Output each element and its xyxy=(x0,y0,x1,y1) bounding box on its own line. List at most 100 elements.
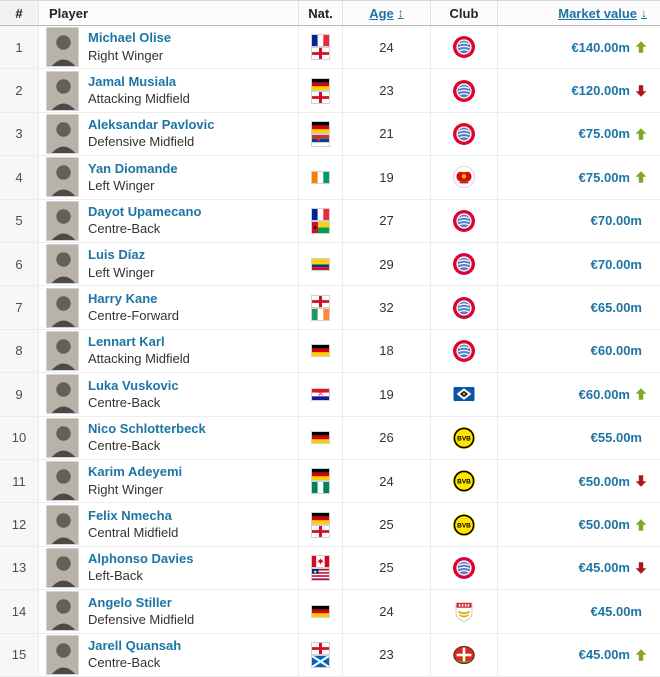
player-photo[interactable] xyxy=(46,27,79,68)
rank-cell: 15 xyxy=(0,633,38,676)
player-photo[interactable] xyxy=(46,504,79,545)
market-value-link[interactable]: €50.00m xyxy=(578,473,630,489)
club-logo-borussia-dortmund-icon[interactable]: BVB xyxy=(452,513,476,537)
rank-cell: 2 xyxy=(0,69,38,112)
player-name-link[interactable]: Felix Nmecha xyxy=(88,507,172,523)
club-logo-borussia-dortmund-icon[interactable]: BVB xyxy=(452,426,476,450)
player-cell: Karim Adeyemi Right Winger xyxy=(38,460,298,503)
nationality-cell xyxy=(298,26,342,69)
rank-number: 12 xyxy=(11,517,27,533)
player-photo[interactable] xyxy=(46,634,79,675)
club-logo-hamburger-sv-icon[interactable] xyxy=(452,382,476,406)
player-photo[interactable] xyxy=(46,157,79,198)
player-name-link[interactable]: Yan Diomande xyxy=(88,160,178,176)
club-logo-bayern-munich-icon[interactable] xyxy=(452,35,476,59)
player-name-link[interactable]: Dayot Upamecano xyxy=(88,204,202,220)
club-logo-bayern-munich-icon[interactable] xyxy=(452,79,476,103)
player-position: Attacking Midfield xyxy=(88,91,190,107)
club-logo-bayer-04-leverkusen-icon[interactable] xyxy=(452,643,476,667)
market-value-link[interactable]: €120.00m xyxy=(571,83,630,99)
club-cell: BVB xyxy=(430,503,497,546)
club-cell: BVB xyxy=(430,416,497,459)
market-value-link[interactable]: €70.00m xyxy=(590,213,642,229)
market-value-link[interactable]: €45.00m xyxy=(578,560,630,576)
table-row: 15 Jarell Quansah Centre-Back 23 €45.00m xyxy=(0,633,660,677)
market-value-link[interactable]: €75.00m xyxy=(578,126,630,142)
club-logo-bayern-munich-icon[interactable] xyxy=(452,209,476,233)
club-logo-rb-leipzig-icon[interactable] xyxy=(452,165,476,189)
player-name-link[interactable]: Michael Olise xyxy=(88,30,172,46)
rank-number: 1 xyxy=(15,39,23,55)
player-name-link[interactable]: Nico Schlotterbeck xyxy=(88,421,206,437)
player-name-link[interactable]: Karim Adeyemi xyxy=(88,464,183,480)
club-logo-bayern-munich-icon[interactable] xyxy=(452,122,476,146)
player-name-link[interactable]: Jarell Quansah xyxy=(88,638,182,654)
club-logo-bayern-munich-icon[interactable] xyxy=(452,339,476,363)
market-value-link[interactable]: €60.00m xyxy=(578,386,630,402)
player-photo[interactable] xyxy=(46,113,79,154)
player-photo[interactable] xyxy=(46,547,79,588)
club-cell xyxy=(430,590,497,633)
player-photo[interactable] xyxy=(46,591,79,632)
club-logo-bayern-munich-icon[interactable] xyxy=(452,296,476,320)
player-name-link[interactable]: Aleksandar Pavlovic xyxy=(88,117,215,133)
player-photo[interactable] xyxy=(46,287,79,328)
player-photo[interactable] xyxy=(46,417,79,458)
age-cell: 24 xyxy=(342,590,430,633)
market-value-link[interactable]: €45.00m xyxy=(578,647,630,663)
rank-cell: 1 xyxy=(0,26,38,69)
player-cell: Jamal Musiala Attacking Midfield xyxy=(38,69,298,112)
market-value-link[interactable]: €45.00m xyxy=(590,603,642,619)
nationality-cell xyxy=(298,286,342,329)
player-position: Left Winger xyxy=(88,177,155,193)
sort-down-icon[interactable]: ↓ xyxy=(641,6,647,20)
player-name-link[interactable]: Harry Kane xyxy=(88,290,158,306)
market-value-link[interactable]: €140.00m xyxy=(571,39,630,55)
player-cell: Aleksandar Pavlovic Defensive Midfield xyxy=(38,112,298,156)
club-cell xyxy=(430,243,497,286)
player-name-link[interactable]: Lennart Karl xyxy=(88,334,165,350)
rank-number: 14 xyxy=(11,603,27,619)
player-cell: Luis Díaz Left Winger xyxy=(38,243,298,286)
player-name-link[interactable]: Luka Vuskovic xyxy=(88,377,179,393)
table-row: 7 Harry Kane Centre-Forward 32 €65.00m xyxy=(0,286,660,330)
trend-down-icon xyxy=(635,475,647,487)
trend-up-icon xyxy=(635,649,647,661)
age-cell: 24 xyxy=(342,26,430,69)
market-value-link[interactable]: €55.00m xyxy=(590,430,642,446)
age-cell: 19 xyxy=(342,156,430,199)
player-name-link[interactable]: Alphonso Davies xyxy=(88,551,194,567)
club-logo-borussia-dortmund-icon[interactable]: BVB xyxy=(452,469,476,493)
club-logo-bayern-munich-icon[interactable] xyxy=(452,252,476,276)
player-name-link[interactable]: Angelo Stiller xyxy=(88,594,172,610)
market-value-link[interactable]: €70.00m xyxy=(590,256,642,272)
player-photo[interactable] xyxy=(46,330,79,371)
player-position: Centre-Back xyxy=(88,221,161,237)
age-sort-link[interactable]: Age ↕ xyxy=(369,6,404,21)
market-value-link[interactable]: €75.00m xyxy=(578,169,630,185)
market-value-cell: €120.00m xyxy=(497,69,660,112)
market-value-cell: €60.00m xyxy=(497,373,660,416)
player-name-link[interactable]: Jamal Musiala xyxy=(88,73,177,89)
player-position: Defensive Midfield xyxy=(88,134,195,150)
rank-cell: 6 xyxy=(0,243,38,286)
player-photo[interactable] xyxy=(46,200,79,241)
market-value-link[interactable]: €65.00m xyxy=(590,300,642,316)
player-cell: Yan Diomande Left Winger xyxy=(38,156,298,199)
player-photo[interactable] xyxy=(46,244,79,285)
player-name-link[interactable]: Luis Díaz xyxy=(88,247,146,263)
market-value-sort-link[interactable]: Market value ↓ xyxy=(558,6,647,21)
sort-updown-icon[interactable]: ↕ xyxy=(397,6,404,20)
market-value-link[interactable]: €60.00m xyxy=(590,343,642,359)
flag-croatia-icon xyxy=(312,388,329,400)
player-photo[interactable] xyxy=(46,374,79,415)
club-logo-bayern-munich-icon[interactable] xyxy=(452,556,476,580)
age-cell: 19 xyxy=(342,373,430,416)
player-photo[interactable] xyxy=(46,70,79,111)
nationality-cell xyxy=(298,503,342,546)
market-value-link[interactable]: €50.00m xyxy=(578,517,630,533)
player-photo[interactable] xyxy=(46,461,79,502)
flag-canada-icon xyxy=(312,555,329,567)
rank-cell: 9 xyxy=(0,373,38,416)
club-logo-vfb-stuttgart-icon[interactable] xyxy=(452,599,476,623)
